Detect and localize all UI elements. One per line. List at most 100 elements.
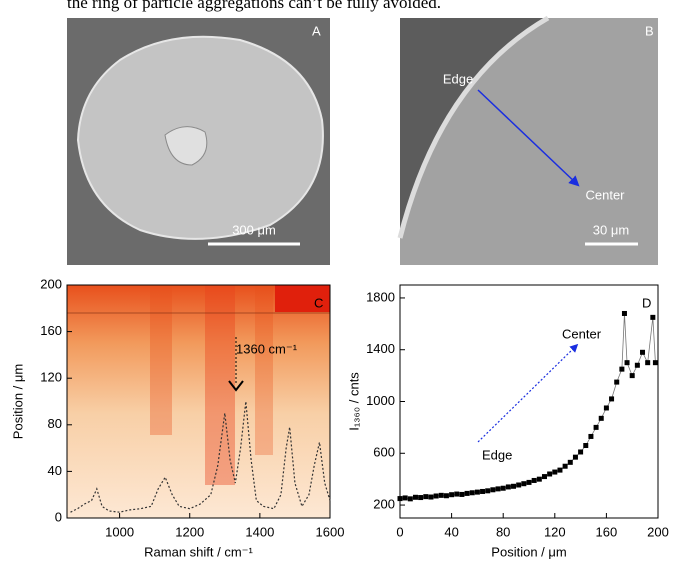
data-point	[640, 349, 646, 355]
y-tick-label: 1400	[366, 341, 395, 356]
data-point	[469, 490, 475, 496]
x-tick-label: 200	[647, 524, 669, 539]
data-point	[645, 360, 651, 366]
data-point	[624, 360, 630, 366]
y-tick-label: 0	[55, 509, 62, 524]
data-point	[474, 489, 480, 495]
edge-label: Edge	[443, 71, 473, 86]
deposit-center	[164, 126, 208, 166]
data-point	[614, 379, 620, 385]
connector-line	[399, 313, 656, 500]
y-tick-label: 200	[40, 276, 62, 291]
data-point	[505, 484, 511, 490]
substrate-region	[400, 18, 548, 238]
heatmap-band	[255, 285, 273, 455]
data-point	[552, 469, 558, 475]
x-tick-label: 40	[444, 524, 458, 539]
data-point	[433, 493, 439, 499]
y-tick-label: 200	[373, 496, 395, 511]
center-label: Center	[585, 187, 625, 202]
data-point	[402, 495, 408, 501]
x-tick-label: 120	[544, 524, 566, 539]
spectrum-line	[70, 401, 331, 513]
panel-label: C	[314, 295, 323, 310]
caption-fragment: the ring of particle aggregations can’t …	[67, 0, 441, 12]
x-tick-label: 1200	[175, 524, 204, 539]
data-point	[428, 494, 434, 500]
annotation: Center	[562, 326, 602, 341]
annotation: Edge	[482, 447, 512, 462]
x-tick-label: 1400	[245, 524, 274, 539]
data-point	[619, 366, 625, 372]
y-tick-label: 1800	[366, 289, 395, 304]
data-point	[588, 433, 594, 439]
data-point	[443, 493, 449, 499]
x-tick-label: 1000	[105, 524, 134, 539]
data-point	[418, 495, 424, 501]
y-tick-label: 120	[40, 370, 62, 385]
x-axis-title: Raman shift / cm⁻¹	[144, 544, 253, 559]
data-point	[583, 443, 589, 449]
data-point	[485, 488, 491, 494]
x-tick-label: 1600	[316, 524, 345, 539]
y-tick-label: 40	[48, 463, 62, 478]
data-point	[521, 481, 527, 487]
data-point	[650, 314, 656, 320]
data-point	[557, 467, 563, 473]
deposit-edge	[397, 15, 550, 239]
data-point	[407, 496, 413, 502]
heatmap-band	[205, 285, 235, 485]
data-point	[438, 492, 444, 498]
panel-label: A	[312, 23, 321, 38]
data-point	[572, 454, 578, 460]
peak-annotation: 1360 cm⁻¹	[236, 341, 298, 356]
data-point	[464, 490, 470, 496]
data-point	[490, 487, 496, 493]
peak-arrow	[228, 380, 244, 392]
data-point	[634, 362, 640, 368]
data-point	[536, 476, 542, 482]
heatmap-band	[150, 285, 172, 435]
data-point	[541, 474, 547, 480]
arrow	[477, 89, 580, 187]
heatmap-band	[275, 285, 330, 312]
x-tick-label: 80	[496, 524, 510, 539]
data-point	[621, 310, 627, 316]
data-point	[567, 459, 573, 465]
data-point	[603, 405, 609, 411]
data-point	[454, 491, 460, 497]
data-point	[412, 494, 418, 500]
data-point	[547, 471, 553, 477]
heatmap-image	[67, 285, 330, 518]
data-point	[511, 483, 517, 489]
data-point	[652, 360, 658, 366]
y-axis-title: I₁₃₆₀ / cnts	[346, 372, 361, 431]
data-point	[531, 477, 537, 483]
data-point	[629, 373, 635, 379]
y-tick-label: 160	[40, 323, 62, 338]
y-axis-title: Position / μm	[10, 364, 25, 439]
data-point	[598, 415, 604, 421]
scale-bar-label: 300 μm	[232, 222, 276, 237]
data-point	[397, 496, 403, 502]
panel-label: B	[645, 23, 654, 38]
data-point	[516, 482, 522, 488]
y-tick-label: 1000	[366, 393, 395, 408]
y-tick-label: 600	[373, 445, 395, 460]
x-tick-label: 0	[396, 524, 403, 539]
data-point	[449, 492, 455, 498]
x-axis-title: Position / μm	[491, 544, 566, 559]
data-point	[500, 485, 506, 491]
data-point	[480, 488, 486, 494]
data-point	[423, 494, 429, 500]
data-point	[495, 486, 501, 492]
data-point	[609, 396, 615, 402]
plot-frame	[66, 284, 331, 519]
data-point	[593, 424, 599, 430]
data-point	[578, 449, 584, 455]
data-point	[459, 491, 465, 497]
data-point	[526, 479, 532, 485]
data-point	[562, 463, 568, 469]
